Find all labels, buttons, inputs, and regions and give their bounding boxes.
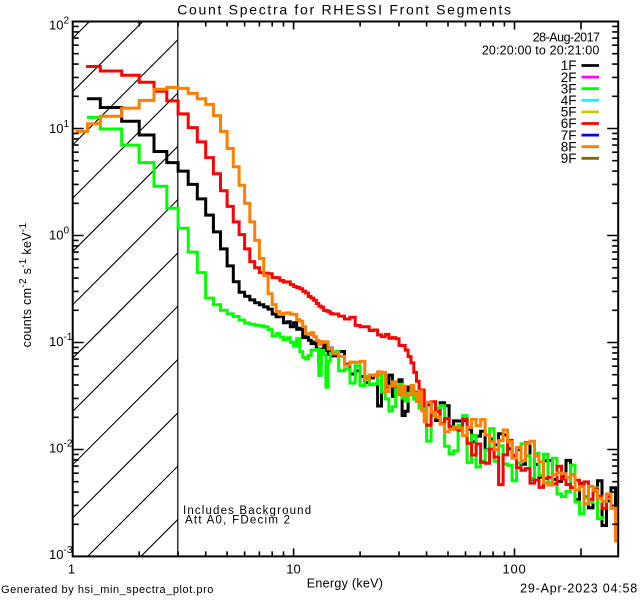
svg-text:10: 10: [49, 121, 63, 136]
svg-text:2F: 2F: [561, 70, 577, 85]
svg-text:100: 100: [502, 562, 526, 577]
svg-text:counts cm-2 s-1 keV-1: counts cm-2 s-1 keV-1: [18, 223, 34, 348]
svg-text:1F: 1F: [561, 58, 577, 73]
svg-text:8F: 8F: [561, 139, 577, 154]
svg-text:Count Spectra for RHESSI Front: Count Spectra for RHESSI Front Segments: [177, 2, 513, 18]
svg-text:10: 10: [49, 441, 63, 456]
svg-text:-1: -1: [64, 332, 73, 343]
svg-text:2: 2: [64, 16, 70, 27]
svg-text:10: 10: [49, 18, 63, 33]
svg-text:0: 0: [64, 226, 70, 237]
svg-text:20:20:00 to 20:21:00: 20:20:00 to 20:21:00: [482, 44, 600, 58]
svg-text:5F: 5F: [561, 105, 577, 120]
svg-text:6F: 6F: [561, 116, 577, 131]
svg-text:Generated by hsi_min_spectra_p: Generated by hsi_min_spectra_plot.pro: [1, 584, 214, 596]
svg-text:Includes Background: Includes Background: [183, 505, 312, 517]
svg-text:9F: 9F: [561, 151, 577, 166]
svg-text:10: 10: [286, 562, 300, 577]
svg-text:1: 1: [64, 119, 70, 130]
svg-text:10: 10: [49, 547, 63, 562]
svg-text:Energy (keV): Energy (keV): [307, 577, 384, 591]
svg-text:28-Aug-2017: 28-Aug-2017: [533, 31, 600, 45]
svg-text:Att A0, FDecim 2: Att A0, FDecim 2: [185, 515, 291, 527]
svg-text:10: 10: [49, 334, 63, 349]
svg-text:-2: -2: [64, 439, 73, 450]
svg-text:10: 10: [49, 228, 63, 243]
svg-text:3F: 3F: [561, 81, 577, 96]
svg-text:-3: -3: [64, 545, 73, 556]
svg-text:7F: 7F: [561, 128, 577, 143]
svg-text:29-Apr-2023 04:58: 29-Apr-2023 04:58: [520, 582, 638, 596]
svg-text:4F: 4F: [561, 93, 577, 108]
svg-text:1: 1: [68, 562, 75, 577]
